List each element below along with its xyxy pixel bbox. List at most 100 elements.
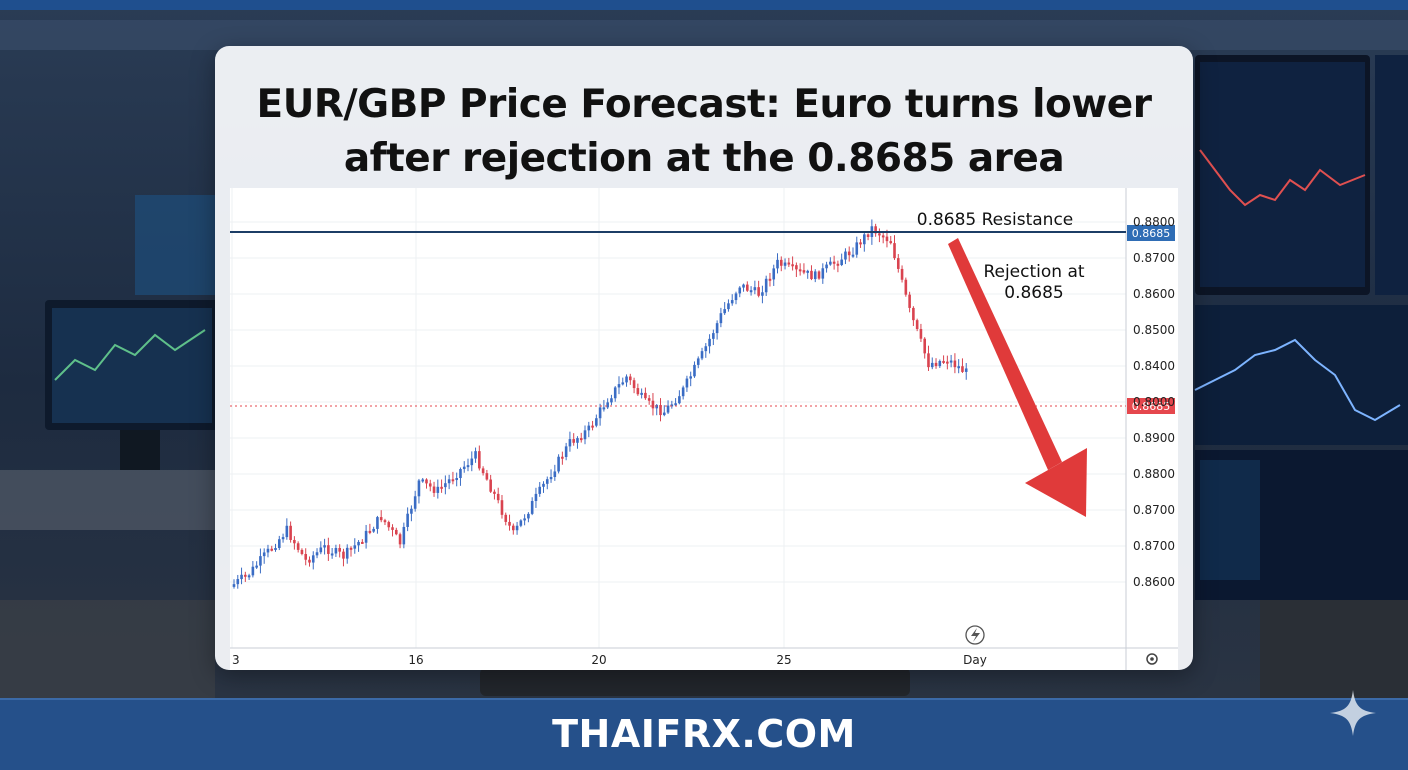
candle-body	[315, 552, 319, 556]
candle-body	[810, 270, 813, 280]
price-tick-label: 0.8900	[1133, 431, 1175, 445]
candle-body	[255, 565, 258, 568]
candle-body	[496, 493, 500, 501]
candle-body	[572, 439, 575, 443]
candle-body	[840, 259, 843, 265]
candle-body	[289, 525, 292, 540]
candle-body	[274, 547, 277, 550]
candle-body	[240, 574, 243, 580]
price-tick-label: 0.8700	[1133, 539, 1175, 553]
candle-body	[259, 556, 262, 566]
candle-body	[878, 233, 881, 236]
annotation-line-2: 0.8685	[1004, 283, 1063, 303]
candle-body	[772, 268, 776, 280]
candle-body	[689, 376, 692, 379]
candle-body	[934, 362, 938, 367]
candle-body	[625, 376, 628, 383]
settings-gear-icon[interactable]	[1146, 653, 1158, 665]
candle-body	[251, 566, 255, 576]
candle-body	[523, 518, 526, 521]
headline: EUR/GBP Price Forecast: Euro turns lower…	[215, 78, 1193, 186]
headline-line-2: after rejection at the 0.8685 area	[343, 136, 1065, 181]
candle-body	[512, 525, 515, 531]
candle-body	[281, 537, 285, 540]
candle-body	[455, 478, 458, 481]
candle-body	[466, 465, 470, 468]
time-tick-label: Day	[963, 653, 987, 667]
candle-body	[791, 264, 794, 267]
candle-body	[700, 351, 704, 359]
candle-body	[738, 287, 742, 294]
candle-body	[942, 360, 945, 363]
candle-body	[478, 451, 481, 469]
candle-body	[602, 407, 606, 410]
candle-body	[964, 368, 968, 372]
price-tick-label: 0.8500	[1133, 323, 1175, 337]
candle-body	[621, 382, 625, 385]
candle-body	[489, 479, 492, 492]
candle-body	[504, 514, 508, 522]
candle-body	[847, 251, 851, 256]
candle-body	[904, 279, 908, 295]
candle-body	[674, 403, 677, 406]
candle-body	[874, 226, 877, 234]
candle-body	[330, 553, 334, 556]
candle-body	[406, 513, 409, 527]
candle-body	[859, 242, 862, 245]
candle-body	[345, 547, 349, 559]
candle-body	[357, 541, 360, 546]
candle-body	[693, 364, 696, 377]
candle-body	[719, 313, 723, 324]
candle-body	[908, 294, 911, 308]
candle-body	[277, 539, 281, 548]
candle-body	[417, 480, 421, 497]
candle-body	[542, 483, 545, 487]
time-axis-labels: 3 16 20 25 Day	[232, 653, 987, 667]
candle-body	[832, 261, 836, 264]
candle-body	[953, 360, 957, 368]
top-accent-strip	[0, 0, 1408, 10]
candle-body	[957, 366, 960, 369]
candle-body	[236, 579, 240, 585]
price-axis-labels: 0.8800 0.8700 0.8600 0.8500 0.8400 0.8000 0.89…	[1133, 215, 1175, 589]
candle-body	[591, 425, 594, 428]
candle-body	[304, 554, 308, 560]
candle-body	[768, 278, 772, 281]
candle-body	[715, 323, 719, 334]
candle-body	[334, 547, 338, 554]
candle-body	[632, 380, 636, 389]
candle-body	[285, 525, 289, 538]
candle-body	[391, 527, 394, 530]
candle-body	[519, 520, 523, 526]
candle-body	[817, 271, 821, 279]
candle-body	[368, 530, 372, 533]
candle-body	[776, 259, 779, 269]
candle-body	[851, 254, 855, 257]
candle-body	[538, 486, 542, 494]
price-tick-label: 0.8600	[1133, 575, 1175, 589]
lightning-icon[interactable]	[965, 625, 985, 645]
plot-area	[230, 188, 1178, 670]
footer-bar	[0, 698, 1408, 770]
candle-body	[293, 539, 296, 544]
candle-body	[885, 236, 889, 242]
price-tick-label: 0.8700	[1133, 503, 1175, 517]
price-tick-label: 0.8800	[1133, 467, 1175, 481]
candle-body	[436, 486, 440, 493]
candle-body	[493, 491, 496, 494]
candle-body	[394, 529, 398, 535]
candle-body	[444, 483, 447, 488]
candle-body	[527, 513, 530, 519]
candle-body	[636, 388, 640, 395]
candle-body	[387, 522, 391, 528]
candle-body	[561, 456, 564, 459]
candle-body	[579, 438, 583, 441]
candle-body	[802, 270, 806, 273]
time-tick-label: 3	[232, 653, 240, 667]
candle-body	[428, 483, 432, 487]
candle-body	[300, 549, 304, 555]
candle-body	[262, 552, 266, 557]
candle-body	[704, 346, 708, 352]
time-tick-label: 16	[408, 653, 423, 667]
candle-body	[545, 479, 549, 484]
